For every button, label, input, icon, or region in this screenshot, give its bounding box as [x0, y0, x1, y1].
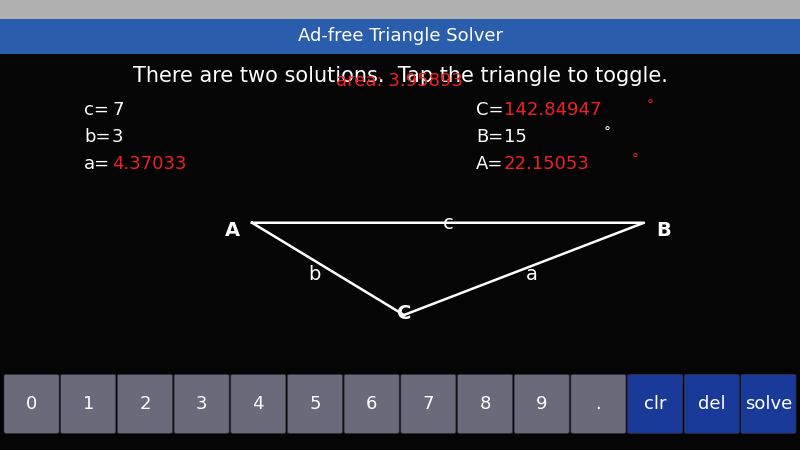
- Text: 7: 7: [112, 101, 123, 119]
- Text: 4.37033: 4.37033: [112, 155, 186, 173]
- Text: C: C: [397, 304, 411, 323]
- FancyBboxPatch shape: [514, 374, 570, 433]
- Text: b=: b=: [84, 128, 110, 146]
- FancyBboxPatch shape: [344, 374, 399, 433]
- Text: c: c: [442, 214, 454, 233]
- Text: 22.15053: 22.15053: [504, 155, 590, 173]
- Text: 0: 0: [26, 395, 37, 413]
- Text: del: del: [698, 395, 726, 413]
- FancyBboxPatch shape: [287, 374, 342, 433]
- Text: B=: B=: [476, 128, 503, 146]
- FancyBboxPatch shape: [4, 374, 59, 433]
- FancyBboxPatch shape: [741, 374, 796, 433]
- Text: a: a: [526, 265, 538, 284]
- FancyBboxPatch shape: [401, 374, 456, 433]
- Text: a=: a=: [84, 155, 110, 173]
- Text: °: °: [632, 153, 639, 167]
- Text: 5: 5: [310, 395, 321, 413]
- FancyBboxPatch shape: [61, 374, 116, 433]
- Text: 3: 3: [112, 128, 123, 146]
- Text: A=: A=: [476, 155, 503, 173]
- Text: °: °: [604, 126, 611, 140]
- Text: 15: 15: [504, 128, 527, 146]
- Text: A: A: [225, 220, 240, 239]
- Text: c=: c=: [84, 101, 109, 119]
- Text: solve: solve: [745, 395, 792, 413]
- Text: area: 3.95893: area: 3.95893: [337, 72, 463, 90]
- FancyBboxPatch shape: [230, 374, 286, 433]
- FancyBboxPatch shape: [571, 374, 626, 433]
- Text: C=: C=: [476, 101, 503, 119]
- Text: °: °: [646, 99, 654, 113]
- Text: 1: 1: [82, 395, 94, 413]
- FancyBboxPatch shape: [0, 0, 800, 19]
- FancyBboxPatch shape: [174, 374, 229, 433]
- Text: 4: 4: [253, 395, 264, 413]
- Text: clr: clr: [644, 395, 666, 413]
- Text: 9: 9: [536, 395, 547, 413]
- Text: 3: 3: [196, 395, 207, 413]
- Text: 6: 6: [366, 395, 378, 413]
- Text: 2: 2: [139, 395, 150, 413]
- Text: b: b: [308, 265, 321, 284]
- FancyBboxPatch shape: [684, 374, 739, 433]
- Text: B: B: [656, 220, 670, 239]
- Text: There are two solutions.  Tap the triangle to toggle.: There are two solutions. Tap the triangl…: [133, 67, 667, 86]
- FancyBboxPatch shape: [627, 374, 682, 433]
- Text: 142.84947: 142.84947: [504, 101, 602, 119]
- Text: 7: 7: [422, 395, 434, 413]
- Text: .: .: [595, 395, 602, 413]
- FancyBboxPatch shape: [0, 19, 800, 54]
- Text: Ad-free Triangle Solver: Ad-free Triangle Solver: [298, 27, 502, 45]
- FancyBboxPatch shape: [118, 374, 173, 433]
- FancyBboxPatch shape: [458, 374, 513, 433]
- Text: 8: 8: [479, 395, 490, 413]
